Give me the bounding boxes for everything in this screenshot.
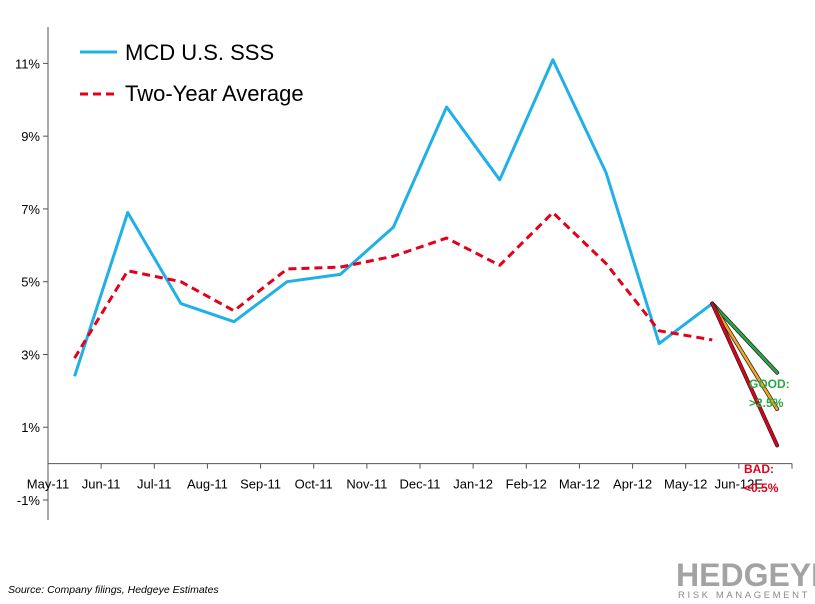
y-tick-label: 3%	[21, 347, 40, 362]
x-tick-label: Dec-11	[400, 477, 441, 492]
good-annotation-value: >2.5%	[749, 396, 784, 410]
y-tick-label: 11%	[15, 56, 40, 71]
brand-tagline: RISK MANAGEMENT	[678, 590, 810, 601]
y-tick-label: 9%	[21, 129, 40, 144]
x-axis-ticks: May-11 Jun-11 Jul-11 Aug-11 Sep-11 Oct-11 Nov-…	[27, 463, 793, 492]
x-tick-label: Feb-12	[506, 477, 547, 492]
y-tick-label: -1%	[17, 493, 41, 508]
projection-line	[711, 302, 779, 447]
x-tick-label: Jul-11	[137, 477, 171, 492]
hedgeye-logo: HEDGEYE RISK MANAGEMENT	[676, 557, 815, 602]
y-tick-label: 7%	[21, 202, 40, 217]
x-tick-label: Oct-11	[295, 477, 333, 492]
y-axis-ticks: -1% 1% 3% 5% 7% 9% 11%	[15, 56, 48, 508]
y-tick-label: 1%	[21, 420, 40, 435]
x-tick-label: Apr-12	[613, 477, 652, 492]
legend-label-mcd-sss: MCD U.S. SSS	[125, 40, 274, 65]
x-tick-label: Jan-12	[453, 477, 493, 492]
y-tick-label: 5%	[21, 275, 40, 290]
series-lines	[73, 58, 714, 377]
series-line-mcd-sss	[73, 58, 714, 377]
x-tick-label: Nov-11	[346, 477, 387, 492]
annotations: GOOD: >2.5% BAD: <0.5%	[744, 377, 790, 495]
x-tick-label: May-11	[27, 477, 69, 492]
projection-lines	[710, 301, 780, 448]
legend-label-two-year-average: Two-Year Average	[125, 81, 304, 106]
x-tick-label: Mar-12	[559, 477, 600, 492]
projection-line	[711, 302, 779, 374]
brand-name: HEDGEYE	[676, 557, 815, 593]
x-tick-label: Jun-11	[82, 477, 121, 492]
bad-annotation-value: <0.5%	[744, 481, 779, 495]
x-tick-label: Jun-12E	[715, 477, 764, 492]
legend: MCD U.S. SSS Two-Year Average	[80, 40, 304, 106]
projection-line	[711, 302, 779, 411]
x-tick-label: Aug-11	[187, 477, 228, 492]
good-annotation-title: GOOD:	[749, 377, 790, 391]
source-note: Source: Company filings, Hedgeye Estimat…	[8, 584, 219, 596]
x-tick-label: Sep-11	[240, 477, 281, 492]
bad-annotation-title: BAD:	[744, 462, 774, 476]
x-tick-label: May-12	[664, 477, 707, 492]
